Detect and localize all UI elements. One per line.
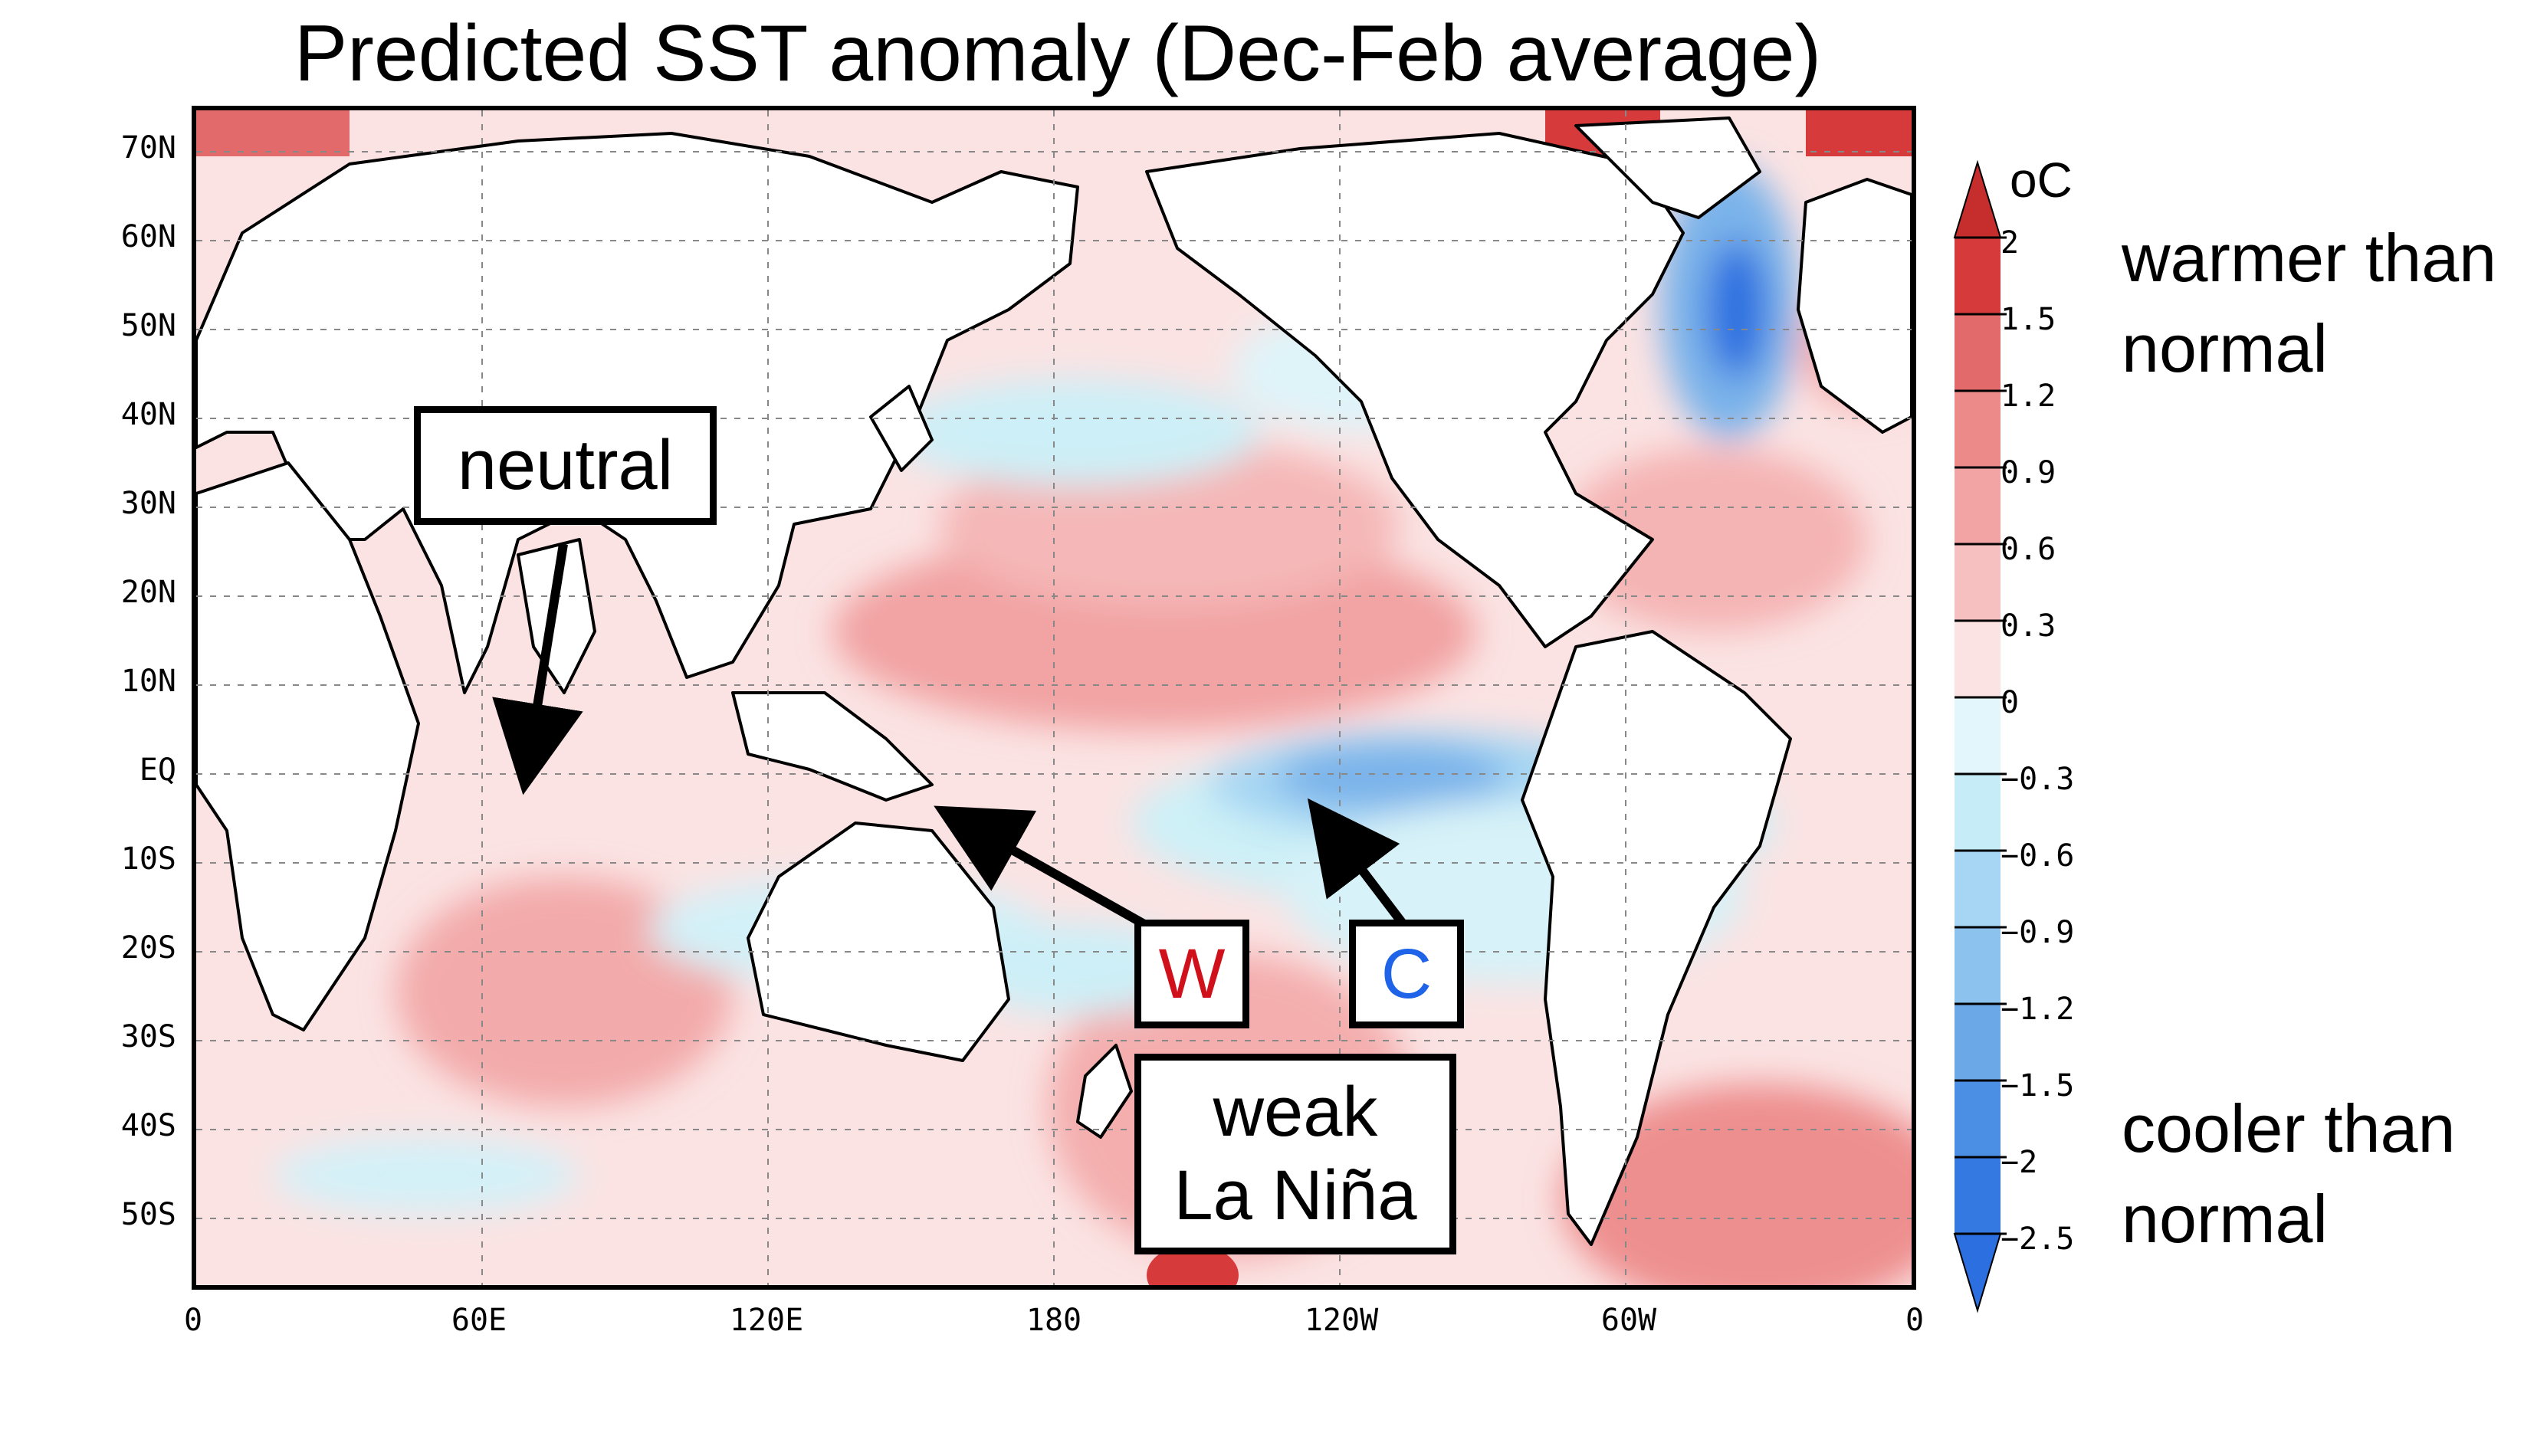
maritime-continent: [731, 691, 934, 802]
india: [517, 538, 596, 694]
south-america: [1521, 630, 1792, 1246]
colorbar-bin-7: [1955, 697, 2001, 774]
colorbar-bin-2: [1955, 314, 2001, 391]
lat-label-20n: 20N: [120, 575, 176, 610]
cool-marker-label: C: [1380, 934, 1433, 1013]
lon-label-0-west: 0: [183, 1303, 203, 1338]
lat-label-60n: 60N: [120, 219, 176, 254]
colorbar-bin-5: [1955, 544, 2001, 621]
colorbar-tick-0: 2: [2001, 225, 2020, 261]
colorbar-tick-10: −1.2: [2001, 992, 2075, 1027]
colorbar-tick-9: −0.9: [2001, 915, 2075, 950]
la-nina-label-line2: La Niña: [1173, 1156, 1417, 1235]
japan: [869, 385, 934, 472]
lon-label-120e: 120E: [729, 1303, 804, 1338]
greenland: [1574, 116, 1761, 219]
colorbar-bin-8: [1955, 774, 2001, 851]
cool-arrow: [1307, 798, 1406, 926]
lat-label-30n: 30N: [120, 486, 176, 521]
cool-marker-box: C: [1349, 920, 1464, 1028]
colorbar-tick-3: 0.9: [2001, 455, 2056, 490]
lat-label-20s: 20S: [120, 930, 176, 966]
colorbar-tick-13: −2.5: [2001, 1222, 2075, 1257]
warmer-normal-label: normal: [2122, 310, 2328, 386]
lat-label-10s: 10S: [120, 841, 176, 877]
colorbar-tick-11: −1.5: [2001, 1068, 2075, 1103]
map-canvas: [196, 110, 1912, 1285]
colorbar-bin-10: [1955, 927, 2001, 1004]
lat-label-50n: 50N: [120, 308, 176, 343]
sst-anomaly-map: [192, 106, 1916, 1290]
colorbar-tick-1: 1.5: [2001, 302, 2056, 337]
colorbar-tick-4: 0.6: [2001, 532, 2056, 567]
colorbar-tick-6: 0: [2001, 685, 2020, 720]
warm-arrow: [934, 805, 1152, 932]
lat-label-70n: 70N: [120, 130, 176, 166]
warmer-than-label: warmer than: [2122, 220, 2497, 296]
colorbar-tick-7: −0.3: [2001, 762, 2075, 797]
lon-label-120w: 120W: [1304, 1303, 1379, 1338]
colorbar-top-triangle: [1953, 159, 2002, 238]
lat-label-40s: 40S: [120, 1108, 176, 1143]
colorbar: [1953, 159, 2007, 1313]
colorbar-tick-12: −2: [2001, 1145, 2038, 1180]
colorbar-bin-11: [1955, 1004, 2001, 1081]
chart-title: Predicted SST anomaly (Dec-Feb average): [294, 9, 1822, 98]
cooler-normal-label: normal: [2122, 1181, 2328, 1257]
lat-label-40n: 40N: [120, 397, 176, 432]
colorbar-bin-3: [1955, 391, 2001, 467]
warm-spot-arctic-west: [196, 110, 350, 156]
colorbar-ticks: [1955, 236, 2007, 1235]
colorbar-bin-1: [1955, 238, 2001, 314]
lon-label-180: 180: [1026, 1303, 1082, 1338]
colorbar-bin-12: [1955, 1081, 2001, 1157]
warm-spot-south-pacific: [1147, 1244, 1239, 1285]
colorbar-tick-2: 1.2: [2001, 379, 2056, 414]
colorbar-tick-8: −0.6: [2001, 838, 2075, 874]
colorbar-tick-5: 0.3: [2001, 608, 2056, 644]
la-nina-label-box: weak La Niña: [1134, 1054, 1456, 1254]
neutral-label: neutral: [457, 426, 674, 505]
lon-label-60w: 60W: [1600, 1303, 1657, 1338]
neutral-arrow: [492, 543, 583, 795]
colorbar-bottom-triangle: [1953, 1233, 2002, 1313]
lat-label-50s: 50S: [120, 1197, 176, 1232]
new-zealand: [1076, 1044, 1133, 1139]
lon-label-0-east: 0: [1905, 1303, 1925, 1338]
lat-label-10n: 10N: [120, 664, 176, 699]
warm-spot-arctic-far-east: [1806, 110, 1912, 156]
neutral-label-box: neutral: [414, 406, 717, 525]
la-nina-label-line1: weak: [1213, 1073, 1378, 1152]
colorbar-bin-13: [1955, 1157, 2001, 1234]
lon-label-60e: 60E: [451, 1303, 507, 1338]
grid-lines: [196, 110, 1912, 1285]
lat-label-eq: EQ: [139, 753, 176, 788]
continents: [196, 116, 1912, 1246]
warm-marker-box: W: [1134, 920, 1249, 1028]
colorbar-unit: oC: [2010, 152, 2073, 208]
warm-marker-label: W: [1158, 934, 1226, 1013]
lat-label-30s: 30S: [120, 1019, 176, 1054]
cooler-than-label: cooler than: [2122, 1090, 2456, 1166]
colorbar-bin-4: [1955, 467, 2001, 544]
africa: [196, 461, 420, 1031]
colorbar-bin-9: [1955, 851, 2001, 927]
colorbar-bin-6: [1955, 621, 2001, 697]
europe: [1797, 178, 1912, 434]
